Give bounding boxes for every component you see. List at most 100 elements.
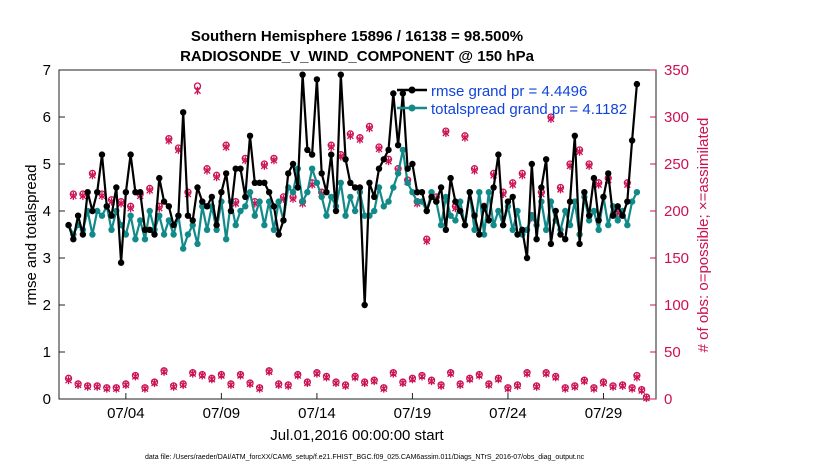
rmse-point: [151, 231, 158, 238]
rmse-point: [165, 203, 173, 210]
x-tick-label: 07/24: [489, 405, 527, 422]
spread-point: [256, 198, 263, 205]
legend-label-spread: totalspread grand pr = 4.1182: [431, 101, 627, 118]
rmse-point: [414, 189, 421, 196]
obs-assimilated-point: [327, 143, 335, 152]
spread-point: [390, 184, 397, 191]
spread-point: [237, 207, 244, 215]
obs-assimilated-point: [552, 373, 560, 382]
obs-assimilated-point: [246, 379, 254, 388]
spread-point: [184, 231, 192, 238]
spread-point: [179, 245, 187, 252]
rmse-point: [480, 203, 488, 210]
spread-point: [261, 221, 268, 229]
obs-assimilated-point: [289, 194, 297, 203]
obs-assimilated-point: [380, 384, 388, 393]
spread-point: [442, 193, 450, 201]
spread-point: [375, 184, 383, 191]
rmse-point: [533, 236, 540, 243]
spread-point: [509, 226, 516, 233]
spread-line: [67, 148, 638, 250]
rmse-point: [585, 212, 593, 219]
obs-assimilated-point: [79, 191, 87, 200]
obs-assimilated-point: [595, 180, 603, 189]
spread-point: [633, 189, 641, 196]
rmse-point: [514, 231, 521, 238]
spread-point: [566, 221, 574, 229]
spread-point: [394, 170, 402, 177]
obs-assimilated-point: [557, 185, 564, 194]
rmse-point: [318, 170, 325, 177]
obs-assimilated-point: [88, 171, 96, 180]
obs-assimilated-point: [533, 382, 541, 391]
spread-point: [514, 207, 521, 215]
spread-point: [328, 193, 335, 201]
rmse-point: [89, 207, 96, 215]
obs-assimilated-point: [332, 379, 340, 388]
rmse-point: [547, 240, 555, 248]
obs-assimilated-point: [504, 384, 512, 393]
spread-point: [628, 198, 636, 205]
rmse-point: [280, 217, 287, 224]
left-y-tick-label: 4: [43, 203, 51, 220]
obs-assimilated-point: [399, 379, 407, 388]
x-tick-label: 07/14: [298, 405, 336, 422]
spread-point: [194, 240, 201, 248]
right-y-tick-label: 350: [664, 62, 689, 79]
rmse-point: [328, 151, 335, 158]
rmse-point: [538, 184, 545, 191]
legend-label-rmse: rmse grand pr = 4.4496: [431, 83, 587, 100]
obs-assimilated-point: [74, 380, 82, 389]
spread-point: [136, 217, 144, 224]
spread-point: [490, 221, 497, 229]
obs-assimilated-point: [576, 147, 584, 156]
obs-assimilated-point: [217, 371, 225, 380]
spread-point: [590, 207, 598, 215]
rmse-point: [366, 179, 373, 186]
left-y-tick-label: 5: [43, 156, 51, 173]
spread-point: [127, 212, 134, 219]
rmse-point: [136, 189, 144, 196]
rmse-point: [74, 212, 82, 219]
spread-point: [476, 189, 483, 196]
rmse-point: [390, 90, 397, 97]
obs-assimilated-point: [122, 380, 130, 389]
rmse-point: [323, 189, 330, 196]
rmse-point: [447, 174, 454, 182]
y-axis-label-right: # of obs: o=possible; ×=assimilated: [695, 118, 712, 353]
rmse-point: [442, 226, 450, 233]
spread-point: [605, 221, 612, 229]
obs-assimilated-point: [84, 382, 92, 391]
spread-point: [385, 198, 392, 205]
rmse-point: [179, 109, 187, 116]
spread-point: [232, 221, 239, 229]
x-ticks: 07/04 07/09 07/14 07/19 07/24 07/29: [107, 393, 622, 422]
y-axis-label-left: rmse and totalspread: [23, 165, 40, 306]
rmse-point: [251, 179, 259, 186]
rmse-point: [208, 193, 216, 201]
left-y-ticks: 0 1 2 3 4 5 6 7: [43, 62, 65, 408]
rmse-point: [332, 207, 340, 215]
spread-point: [495, 207, 502, 215]
spread-point: [456, 198, 464, 205]
spread-point: [361, 212, 368, 219]
left-y-tick-label: 7: [43, 62, 51, 79]
obs-assimilated-point: [112, 384, 120, 393]
spread-point: [108, 226, 115, 233]
obs-assimilated-point: [561, 384, 569, 393]
rmse-point: [256, 179, 263, 186]
obs-assimilated-point: [633, 373, 641, 382]
legend-marker-rmse: [408, 86, 416, 94]
rmse-point: [122, 189, 130, 196]
rmse-point: [70, 236, 77, 243]
rmse-point: [304, 146, 311, 154]
spread-point: [146, 207, 153, 215]
spread-point: [160, 231, 168, 238]
rmse-point: [609, 212, 617, 219]
rmse-point: [313, 76, 321, 83]
rmse-point: [65, 221, 72, 229]
rmse-point: [495, 151, 502, 158]
right-y-tick-label: 200: [664, 203, 689, 220]
obs-assimilated-point: [69, 191, 77, 200]
obs-assimilated-point: [227, 380, 235, 389]
